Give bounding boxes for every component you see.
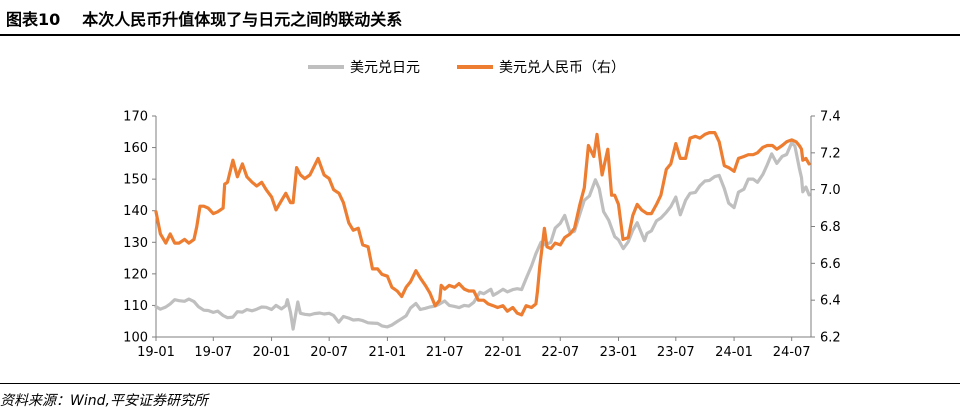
y-left-tick-label: 160 (123, 141, 148, 156)
series-layer (154, 131, 811, 331)
figure-title-text: 本次人民币升值体现了与日元之间的联动关系 (82, 10, 403, 29)
y-left-tick-label: 110 (123, 299, 148, 314)
y-left-tick-label: 130 (123, 236, 148, 251)
y-right-tick-label: 6.8 (820, 220, 841, 235)
y-left-tick-label: 120 (123, 267, 148, 282)
x-tick-label: 22-07 (541, 345, 579, 360)
y-right-tick-label: 7.4 (820, 110, 841, 125)
axes: 100 110 120 130 140 150 160 170 6.2 6.4 6.6 6.8 7.0 7… (123, 110, 841, 361)
figure-number: 图表10 (6, 10, 61, 29)
y-left-tick-label: 150 (123, 173, 148, 188)
x-tick-label: 22-01 (484, 345, 522, 360)
header-rule (0, 34, 960, 36)
usdjpy-series-line (154, 141, 811, 331)
x-tick-label: 19-07 (194, 345, 232, 360)
x-tick-label: 20-07 (310, 345, 348, 360)
x-tick-label: 19-01 (137, 345, 175, 360)
footer-rule (0, 383, 960, 384)
y-right-tick-label: 7.2 (820, 146, 841, 161)
y-left-tick-label: 140 (123, 204, 148, 219)
figure-title: 图表10 本次人民币升值体现了与日元之间的联动关系 (6, 6, 402, 30)
line-chart: 美元兑日元 美元兑人民币（右） 100 110 120 130 140 150 160 170 6… (123, 60, 841, 361)
y-left-tick-label: 100 (123, 331, 148, 346)
x-tick-label: 23-07 (657, 345, 695, 360)
x-tick-label: 21-01 (369, 345, 407, 360)
x-tick-label: 24-07 (773, 345, 811, 360)
x-tick-label: 24-01 (715, 345, 753, 360)
y-right-tick-label: 6.4 (820, 294, 841, 309)
legend-label-usdjpy: 美元兑日元 (350, 60, 420, 76)
y-right-tick-label: 6.6 (820, 257, 841, 272)
figure-header: 图表10 本次人民币升值体现了与日元之间的联动关系 (0, 0, 960, 40)
y-right-tick-label: 6.2 (820, 331, 841, 346)
y-left-tick-label: 170 (123, 110, 148, 125)
source-note: 资料来源：Wind,平安证券研究所 (0, 393, 208, 409)
legend: 美元兑日元 美元兑人民币（右） (308, 60, 625, 76)
legend-label-usdcny: 美元兑人民币（右） (499, 60, 625, 76)
x-tick-label: 20-01 (253, 345, 291, 360)
y-right-tick-label: 7.0 (820, 183, 841, 198)
x-tick-label: 21-07 (426, 345, 464, 360)
x-tick-label: 23-01 (600, 345, 638, 360)
usdcny-series-line (154, 131, 811, 317)
